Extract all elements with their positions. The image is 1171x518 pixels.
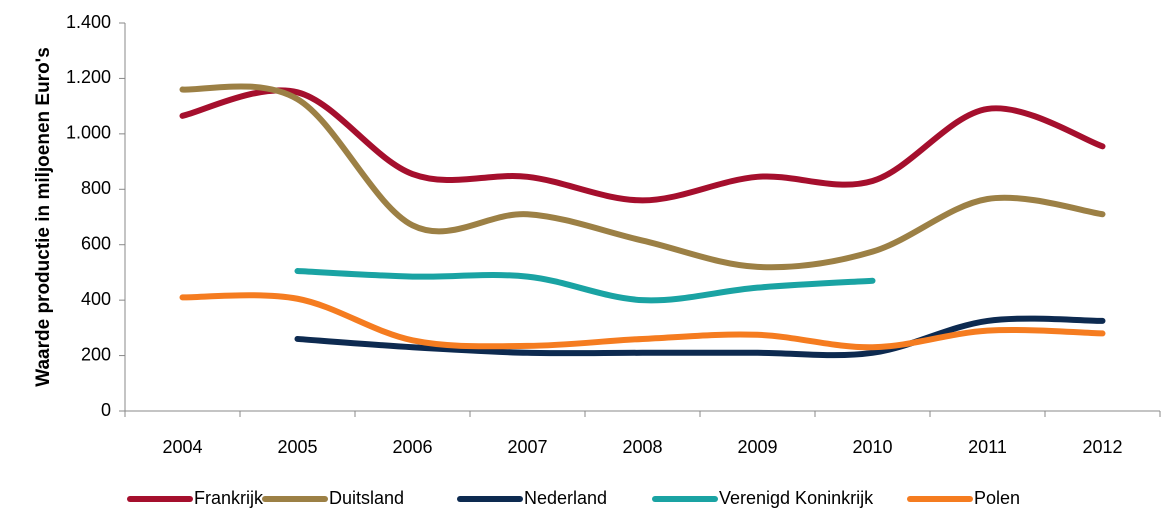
x-tick-label: 2006	[392, 437, 432, 457]
y-tick-label: 1.400	[66, 12, 111, 32]
y-tick-label: 800	[81, 178, 111, 198]
line-series	[179, 292, 1106, 351]
y-axis-label: Waarde productie in miljoenen Euro's	[33, 47, 54, 387]
line-series	[179, 87, 1106, 204]
x-tick-label: 2005	[277, 437, 317, 457]
legend-label: Nederland	[524, 488, 607, 508]
x-tick-label: 2011	[968, 437, 1007, 457]
y-tick-label: 600	[81, 233, 111, 253]
x-tick-label: 2008	[622, 437, 662, 457]
legend-label: Polen	[974, 488, 1020, 508]
line-series	[294, 268, 876, 304]
y-tick-label: 0	[101, 400, 111, 420]
x-tick-label: 2010	[852, 437, 892, 457]
line-series	[179, 83, 1106, 271]
y-tick-label: 1.200	[66, 67, 111, 87]
line-series	[294, 315, 1106, 359]
x-tick-label: 2007	[507, 437, 547, 457]
legend-label: Frankrijk	[194, 488, 264, 508]
legend-label: Verenigd Koninkrijk	[719, 488, 874, 508]
y-tick-label: 1.000	[66, 123, 111, 143]
y-tick-label: 200	[81, 344, 111, 364]
x-tick-label: 2004	[162, 437, 202, 457]
x-tick-label: 2012	[1082, 437, 1122, 457]
legend-label: Duitsland	[329, 488, 404, 508]
y-tick-label: 400	[81, 289, 111, 309]
x-tick-label: 2009	[737, 437, 777, 457]
